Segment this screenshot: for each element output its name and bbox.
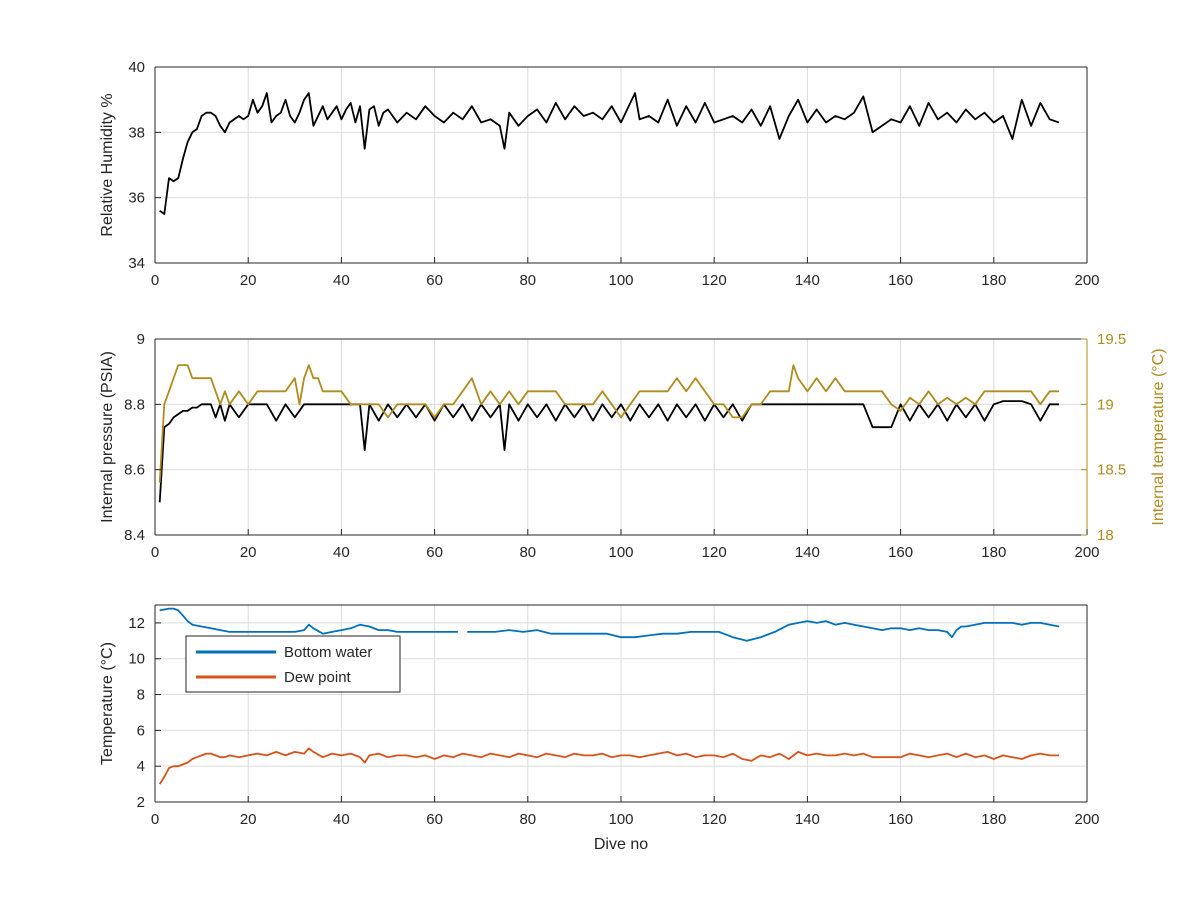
legend: Bottom water Dew point: [185, 635, 401, 693]
y-tick-label: 38: [128, 124, 145, 141]
legend-box: [185, 635, 401, 693]
x-tick-label: 140: [795, 811, 820, 828]
x-tick-label: 200: [1074, 544, 1099, 561]
x-tick-label: 60: [426, 272, 443, 289]
x-tick-label: 160: [888, 272, 913, 289]
y-tick-label-right: 19.5: [1097, 331, 1126, 348]
x-tick-label: 60: [426, 544, 443, 561]
x-tick-label: 60: [426, 811, 443, 828]
x-tick-label: 180: [981, 544, 1006, 561]
y-tick-label: 34: [128, 255, 145, 272]
y-tick-label-right: 18.5: [1097, 462, 1126, 479]
x-tick-label: 120: [702, 544, 727, 561]
x-tick-label: 0: [151, 811, 159, 828]
panel-1: 0 20 40 60 80 100 120 140 160 180 200 34 36 38 40 Relat…: [99, 59, 1100, 289]
y-tick-label-right: 19: [1097, 396, 1114, 413]
y-tick-label: 12: [128, 615, 145, 632]
x-tick-label: 200: [1074, 811, 1099, 828]
x-tick-label: 0: [151, 272, 159, 289]
x-tick-label: 100: [608, 272, 633, 289]
y-tick-label: 8.6: [124, 462, 145, 479]
x-tick-label: 80: [519, 544, 536, 561]
x-tick-label: 20: [240, 544, 257, 561]
y-tick-label: 10: [128, 651, 145, 668]
x-tick-label: 160: [888, 544, 913, 561]
series-line-1: [159, 92, 1060, 215]
x-tick-label: 160: [888, 811, 913, 828]
y-tick-label: 6: [137, 722, 145, 739]
y-tick-label: 36: [128, 190, 145, 207]
x-tick-label: 40: [333, 544, 350, 561]
y-tick-label: 8.8: [124, 396, 145, 413]
y-axis-label: Temperature (°C): [99, 642, 116, 765]
x-tick-label: 180: [981, 811, 1006, 828]
x-tick-label: 120: [702, 272, 727, 289]
y-tick-label: 9: [137, 331, 145, 348]
series-line-dew-point: [158, 747, 1059, 785]
y-tick-label: 8: [137, 687, 145, 704]
y-axis-label-right: Internal temperature (°C): [1150, 348, 1167, 525]
x-tick-label: 200: [1074, 272, 1099, 289]
x-axis-label: Dive no: [594, 836, 648, 853]
x-tick-label: 80: [519, 811, 536, 828]
series-line-bottom-water: [159, 607, 1060, 642]
x-tick-label: 20: [240, 272, 257, 289]
y-tick-label-right: 18: [1097, 527, 1114, 544]
y-tick-label: 4: [137, 758, 145, 775]
x-tick-label: 140: [795, 544, 820, 561]
y-tick-label: 2: [137, 794, 145, 811]
x-tick-label: 80: [519, 272, 536, 289]
x-tick-label: 40: [333, 811, 350, 828]
x-tick-label: 40: [333, 272, 350, 289]
x-tick-label: 180: [981, 272, 1006, 289]
x-tick-label: 100: [608, 544, 633, 561]
panel-2: 0 20 40 60 80 100 120 140 160 180 200 8.4 8.6 8.8 9 18 1…: [99, 331, 1167, 561]
x-tick-label: 20: [240, 811, 257, 828]
y-axis-label: Internal pressure (PSIA): [99, 351, 116, 523]
y-axis-label: Relative Humidity %: [99, 93, 116, 236]
legend-label: Bottom water: [284, 644, 372, 661]
x-tick-label: 120: [702, 811, 727, 828]
x-tick-label: 100: [608, 811, 633, 828]
y-tick-label: 8.4: [124, 527, 145, 544]
legend-label: Dew point: [284, 669, 352, 686]
panel-3: 0 20 40 60 80 100 120 140 160 180 200 2 4 6 8 10 12 Tempe…: [99, 604, 1100, 853]
x-tick-label: 140: [795, 272, 820, 289]
series-line-2: [158, 364, 1059, 483]
y-tick-label: 40: [128, 59, 145, 76]
x-tick-label: 0: [151, 544, 159, 561]
